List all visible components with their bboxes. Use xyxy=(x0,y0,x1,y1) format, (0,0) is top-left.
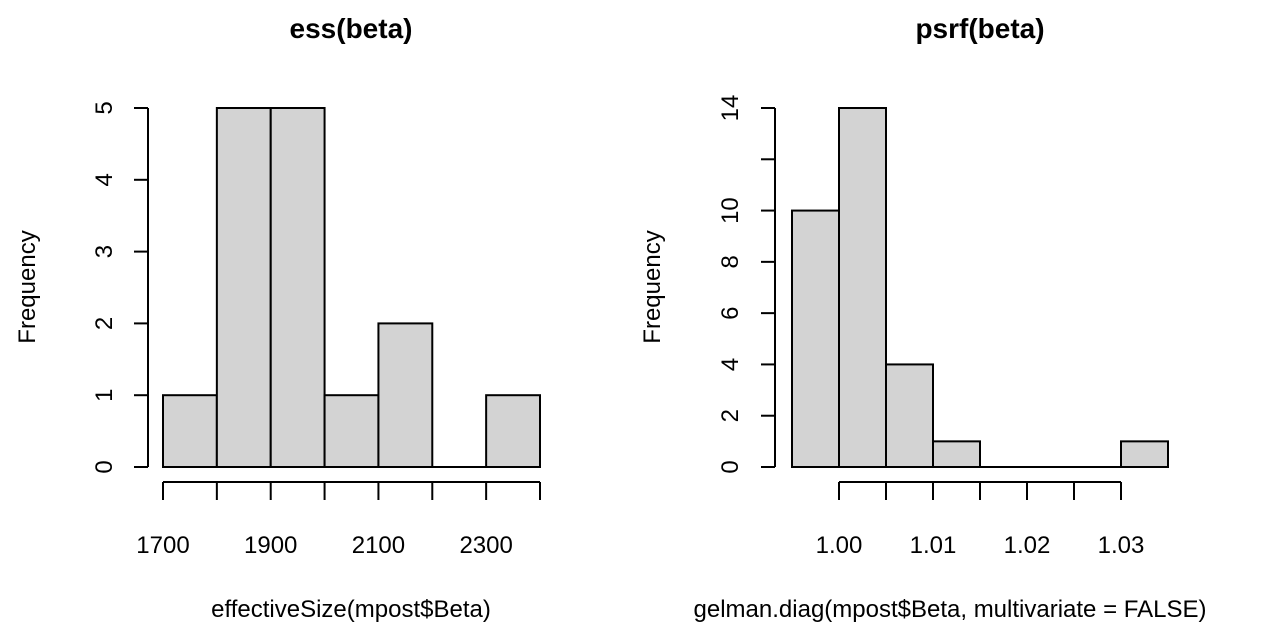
psrf-x-tick-label-1-03: 1.03 xyxy=(1098,532,1145,559)
psrf-bars xyxy=(791,107,1169,469)
psrf-chart-title: psrf(beta) xyxy=(915,13,1044,44)
ess-bar xyxy=(215,107,272,468)
ess-x-tick-label-2100: 2100 xyxy=(352,532,405,559)
ess-y-tick-label-0: 0 xyxy=(91,460,118,473)
ess-bar xyxy=(269,107,326,468)
psrf-bar xyxy=(1120,440,1169,469)
ess-y-tick-label-3: 3 xyxy=(91,245,118,258)
psrf-y-tick-label-0: 0 xyxy=(717,460,744,473)
ess-x-axis: 1700 1900 2100 2300 xyxy=(136,481,541,559)
psrf-y-tick-label-2: 2 xyxy=(717,409,744,422)
psrf-y-tick-label-14: 14 xyxy=(717,95,744,122)
ess-y-tick-label-5: 5 xyxy=(91,101,118,114)
ess-chart-title: ess(beta) xyxy=(290,13,413,44)
ess-x-tick-label-2300: 2300 xyxy=(459,532,512,559)
ess-y-tick-label-1: 1 xyxy=(91,389,118,402)
psrf-y-tick-label-4: 4 xyxy=(717,358,744,371)
ess-y-tick-label-4: 4 xyxy=(91,173,118,186)
psrf-bar xyxy=(838,107,887,468)
ess-x-tick-label-1700: 1700 xyxy=(136,532,189,559)
psrf-x-tick-label-1-01: 1.01 xyxy=(910,532,957,559)
psrf-x-tick-label-1: 1.00 xyxy=(816,532,863,559)
ess-x-axis-label: effectiveSize(mpost$Beta) xyxy=(211,596,491,623)
ess-bars xyxy=(162,107,541,469)
ess-bar xyxy=(323,394,380,469)
psrf-x-axis-label: gelman.diag(mpost$Beta, multivariate = F… xyxy=(694,596,1207,623)
ess-y-axis: 0 1 2 3 4 5 xyxy=(91,101,149,474)
psrf-y-tick-label-10: 10 xyxy=(717,197,744,224)
psrf-bar xyxy=(791,209,840,468)
ess-y-tick-label-2: 2 xyxy=(91,317,118,330)
psrf-y-tick-label-6: 6 xyxy=(717,306,744,319)
psrf-x-tick-label-1-02: 1.02 xyxy=(1004,532,1051,559)
psrf-y-tick-label-8: 8 xyxy=(717,255,744,268)
psrf-histogram-panel: psrf(beta) gelman.diag(mpost$Beta, multi… xyxy=(639,13,1206,623)
psrf-y-axis: 0 2 4 6 8 10 14 xyxy=(717,95,776,474)
ess-x-tick-label-1900: 1900 xyxy=(244,532,297,559)
ess-histogram-panel: ess(beta) effectiveSize(mpost$Beta) Freq… xyxy=(14,13,541,623)
psrf-bar xyxy=(932,440,981,469)
ess-bar xyxy=(162,394,218,469)
psrf-bar xyxy=(885,363,934,468)
psrf-x-axis: 1.00 1.01 1.02 1.03 xyxy=(816,481,1145,559)
ess-y-axis-label: Frequency xyxy=(14,230,41,343)
psrf-y-axis-label: Frequency xyxy=(639,230,666,343)
ess-bar xyxy=(377,322,434,468)
ess-bar xyxy=(485,394,541,469)
